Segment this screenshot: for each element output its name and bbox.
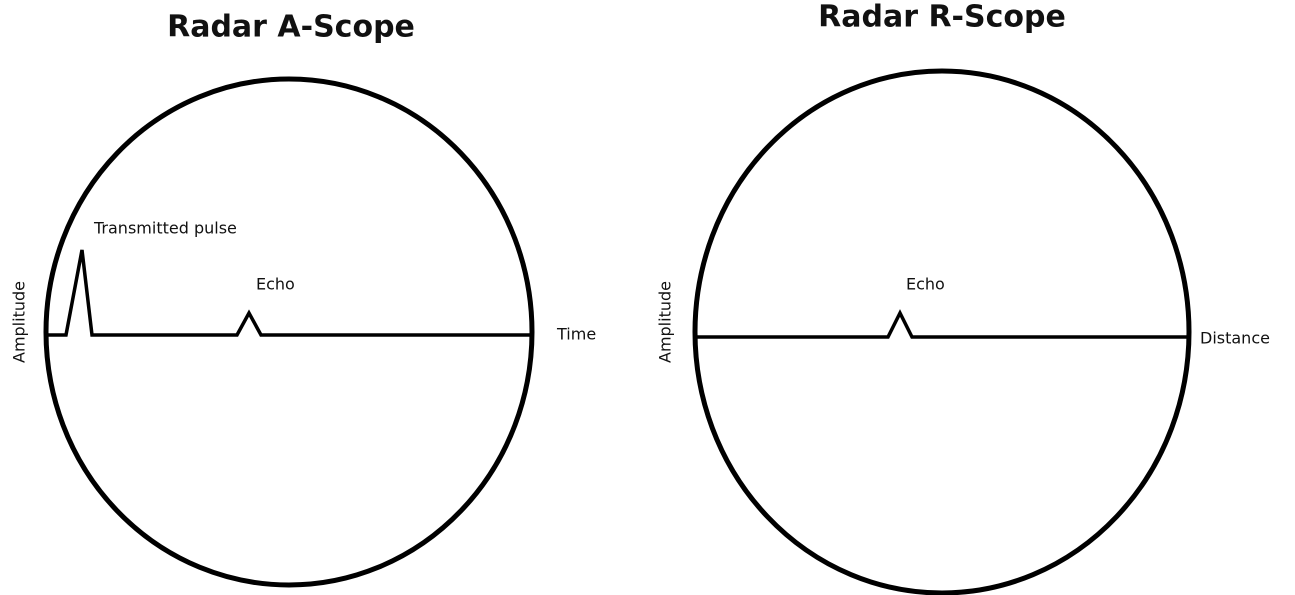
scope-screen <box>692 68 1192 595</box>
annotation: Echo <box>256 275 295 294</box>
annotation: Echo <box>906 275 945 294</box>
a-scope: Radar A-Scope Transmitted pulse Echo Tim… <box>10 10 596 588</box>
annotation: Transmitted pulse <box>93 219 237 238</box>
trace <box>46 249 532 337</box>
y-label: Amplitude <box>10 281 29 363</box>
scope-screen <box>43 76 535 588</box>
x-label: Time <box>556 325 596 344</box>
scope-title: Radar A-Scope <box>167 10 415 45</box>
x-label: Distance <box>1200 329 1270 348</box>
y-label: Amplitude <box>656 281 675 363</box>
scope-title: Radar R-Scope <box>818 0 1066 35</box>
trace <box>695 309 1189 339</box>
r-scope: Radar R-Scope Echo Distance Amplitude <box>656 0 1270 595</box>
